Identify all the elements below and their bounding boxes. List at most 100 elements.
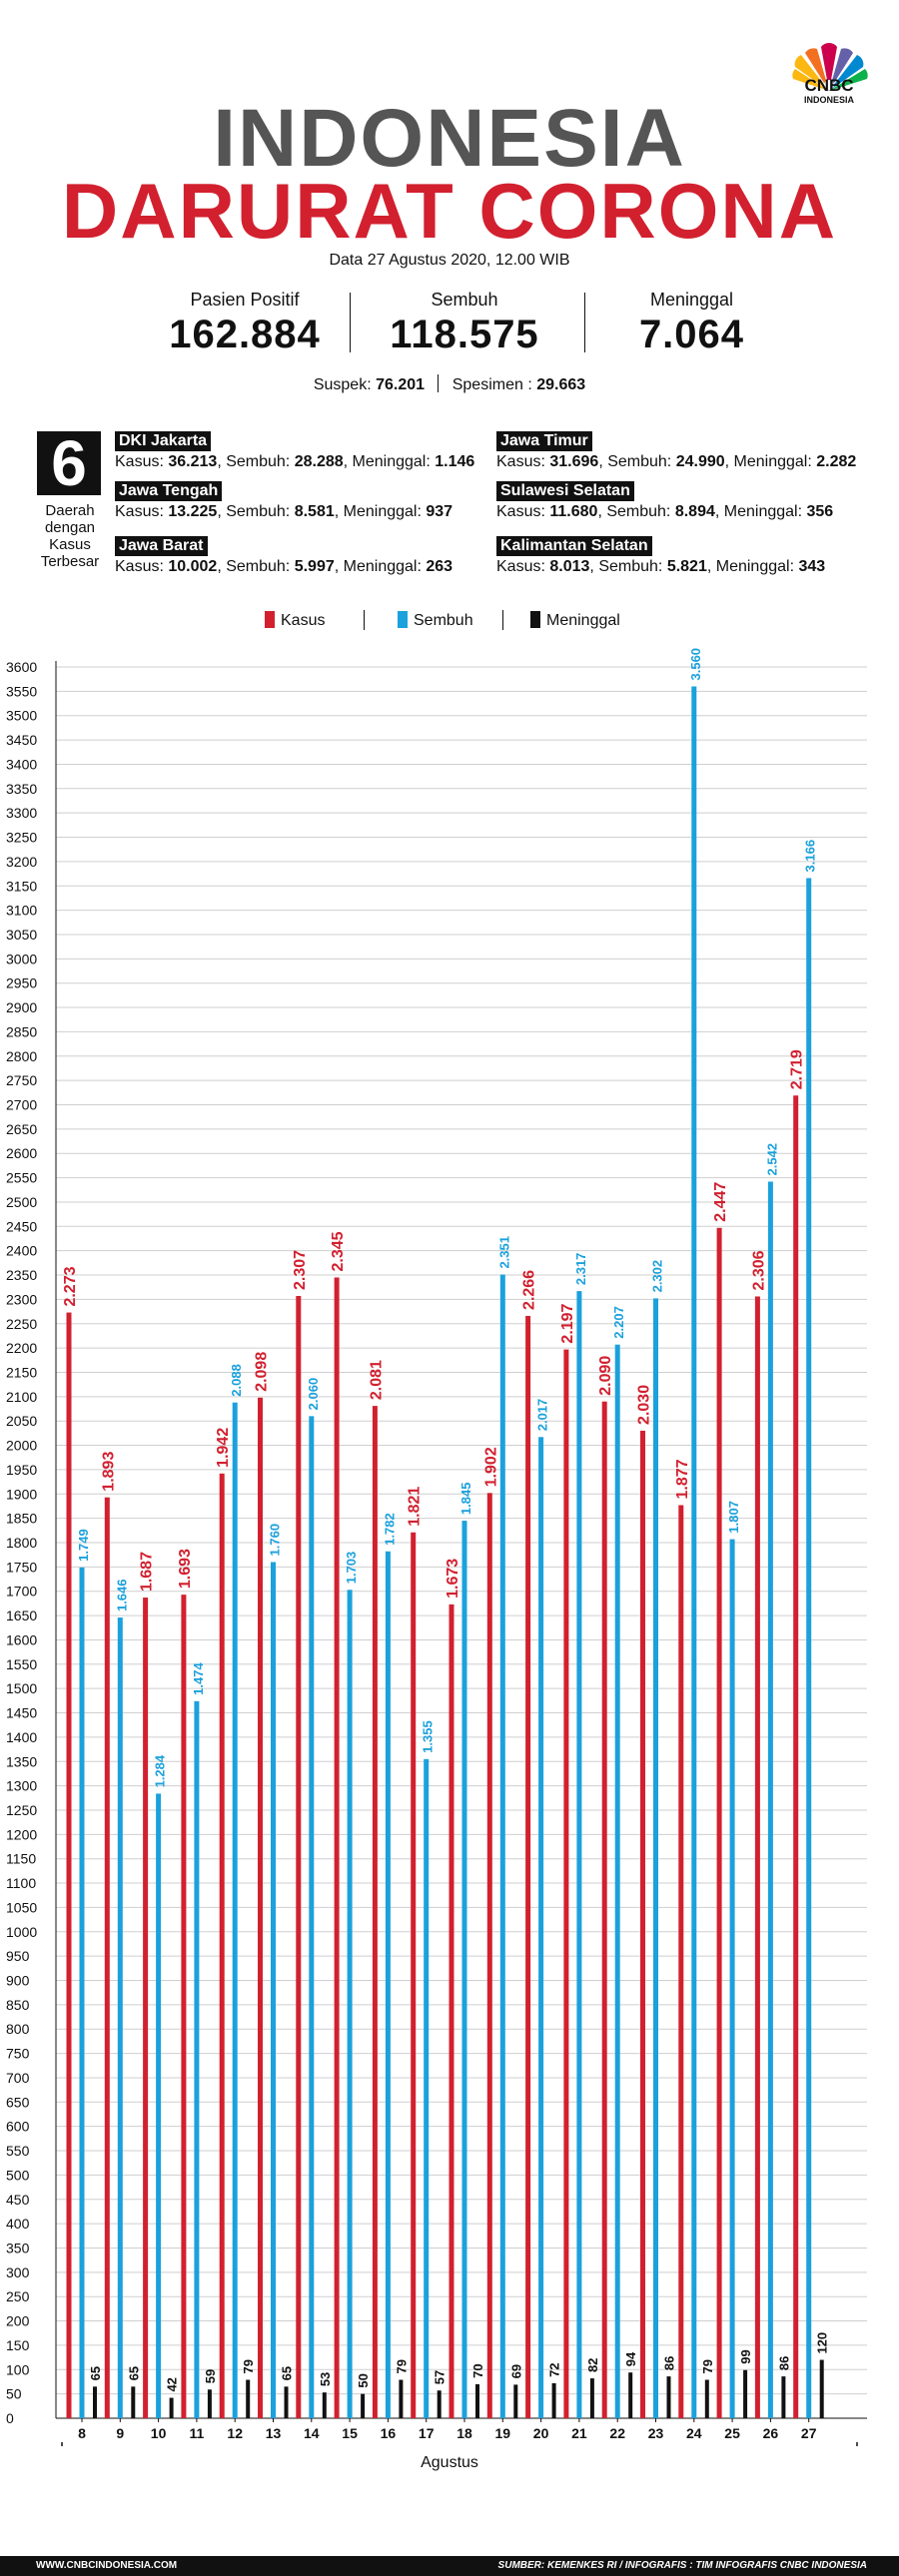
y-tick-label: 3200 xyxy=(6,854,37,870)
footer-source: SUMBER: KEMENKES RI / INFOGRAFIS : TIM I… xyxy=(497,2560,867,2571)
x-tick-label: 8 xyxy=(78,2425,86,2441)
bar-kasus xyxy=(640,1430,645,2418)
y-tick-label: 50 xyxy=(6,2386,22,2402)
region-jawa-tengah: Jawa Tengah Kasus: 13.225, Sembuh: 8.581… xyxy=(115,481,453,520)
data-label-kasus: 2.719 xyxy=(789,1049,806,1089)
y-tick-label: 2850 xyxy=(6,1023,37,1039)
x-tick-label: 9 xyxy=(116,2425,124,2441)
y-tick-label: 1200 xyxy=(6,1826,37,1842)
legend-divider xyxy=(364,610,365,630)
y-tick-label: 1450 xyxy=(6,1705,37,1721)
stat-label: Sembuh xyxy=(431,290,498,310)
bar-sembuh xyxy=(194,1700,200,2418)
bar-meninggal xyxy=(93,2386,97,2418)
data-label-sembuh: 2.207 xyxy=(611,1306,626,1339)
bar-meninggal xyxy=(207,2389,212,2418)
data-label-kasus: 2.098 xyxy=(254,1352,271,1392)
title-line2: DARURAT CORONA xyxy=(61,167,838,255)
bar-sembuh xyxy=(79,1567,85,2418)
y-tick-label: 100 xyxy=(6,2361,30,2377)
y-tick-label: 2800 xyxy=(6,1048,37,1064)
bar-sembuh xyxy=(499,1274,505,2418)
bar-kasus xyxy=(563,1349,569,2418)
bar-kasus xyxy=(143,1598,149,2418)
suspek-label: Suspek: xyxy=(313,376,372,393)
bar-meninggal xyxy=(666,2376,671,2418)
bar-sembuh xyxy=(117,1617,123,2418)
bar-sembuh xyxy=(729,1539,735,2418)
bar-sembuh xyxy=(653,1298,658,2418)
bar-meninggal xyxy=(475,2383,479,2418)
stat-divider xyxy=(350,293,351,352)
bar-sembuh xyxy=(271,1562,276,2418)
data-label-kasus: 1.687 xyxy=(139,1552,156,1592)
x-tick-label: 12 xyxy=(227,2425,243,2441)
bar-kasus xyxy=(181,1595,187,2418)
cnbc-peacock-logo xyxy=(792,43,868,91)
legend-divider xyxy=(502,610,503,630)
bar-kasus xyxy=(66,1312,72,2418)
legend-swatch xyxy=(530,611,540,628)
stat-label: Pasien Positif xyxy=(190,290,300,310)
data-label-meninggal: 79 xyxy=(394,2359,409,2373)
y-tick-label: 2350 xyxy=(6,1267,37,1283)
data-label-meninggal: 79 xyxy=(241,2359,256,2373)
y-tick-label: 1700 xyxy=(6,1584,37,1600)
data-label-sembuh: 2.351 xyxy=(496,1236,511,1269)
y-tick-label: 2150 xyxy=(6,1364,37,1380)
bar-meninggal xyxy=(743,2369,748,2418)
data-label-meninggal: 69 xyxy=(508,2364,523,2378)
bar-meninggal xyxy=(284,2386,289,2418)
regions-count: 6 xyxy=(37,431,101,495)
x-tick-label: 26 xyxy=(763,2425,779,2441)
bar-meninggal xyxy=(628,2372,633,2418)
data-label-sembuh: 1.845 xyxy=(458,1483,473,1516)
y-tick-label: 600 xyxy=(6,2119,30,2135)
brand-name: CNBC xyxy=(804,76,854,95)
data-label-kasus: 2.266 xyxy=(521,1270,538,1310)
bar-sembuh xyxy=(767,1181,773,2418)
bar-kasus xyxy=(258,1397,263,2418)
x-tick-label: 24 xyxy=(686,2425,702,2441)
brand-sub: INDONESIA xyxy=(803,95,854,105)
y-tick-label: 1050 xyxy=(6,1899,37,1915)
y-tick-label: 3350 xyxy=(6,781,37,797)
data-label-sembuh: 2.317 xyxy=(573,1253,588,1286)
data-label-kasus: 2.345 xyxy=(330,1231,347,1271)
y-tick-label: 1000 xyxy=(6,1924,37,1940)
x-tick-label: 10 xyxy=(151,2425,167,2441)
stat-sembuh: Sembuh 118.575 xyxy=(350,290,579,357)
bar-kasus xyxy=(411,1532,417,2418)
data-label-sembuh: 1.760 xyxy=(268,1524,283,1557)
x-tick-label: 21 xyxy=(571,2425,587,2441)
y-tick-label: 1650 xyxy=(6,1608,37,1623)
legend-label: Sembuh xyxy=(414,612,473,629)
data-label-sembuh: 1.749 xyxy=(76,1529,91,1562)
suspek-value: 76.201 xyxy=(376,376,426,393)
legend-swatch xyxy=(265,611,275,628)
y-tick-label: 550 xyxy=(6,2143,30,2159)
bar-meninggal xyxy=(704,2379,709,2418)
x-tick-label: 25 xyxy=(724,2425,740,2441)
bar-meninggal xyxy=(131,2386,136,2418)
bar-kasus xyxy=(754,1296,760,2418)
y-tick-label: 2300 xyxy=(6,1291,37,1307)
legend-sembuh: Sembuh xyxy=(398,611,473,630)
data-label-meninggal: 65 xyxy=(280,2366,295,2380)
region-jawa-barat: Jawa Barat Kasus: 10.002, Sembuh: 5.997,… xyxy=(115,536,453,575)
region-jawa-timur: Jawa Timur Kasus: 31.696, Sembuh: 24.990… xyxy=(496,431,857,470)
data-label-sembuh: 3.560 xyxy=(688,648,703,681)
bar-kasus xyxy=(372,1406,378,2418)
y-tick-label: 1950 xyxy=(6,1462,37,1478)
y-tick-label: 3600 xyxy=(6,659,37,675)
x-tick-label: 20 xyxy=(533,2425,549,2441)
y-tick-label: 2700 xyxy=(6,1097,37,1113)
data-label-sembuh: 2.542 xyxy=(764,1143,779,1176)
x-tick-label: 11 xyxy=(189,2425,204,2441)
data-label-sembuh: 1.807 xyxy=(726,1501,741,1534)
region-name: Sulawesi Selatan xyxy=(496,481,634,501)
bar-kasus xyxy=(296,1295,302,2418)
region-dki-jakarta: DKI Jakarta Kasus: 36.213, Sembuh: 28.28… xyxy=(115,431,475,470)
region-name: Jawa Barat xyxy=(115,536,208,556)
regions-caption-line: Daerah xyxy=(45,502,95,519)
